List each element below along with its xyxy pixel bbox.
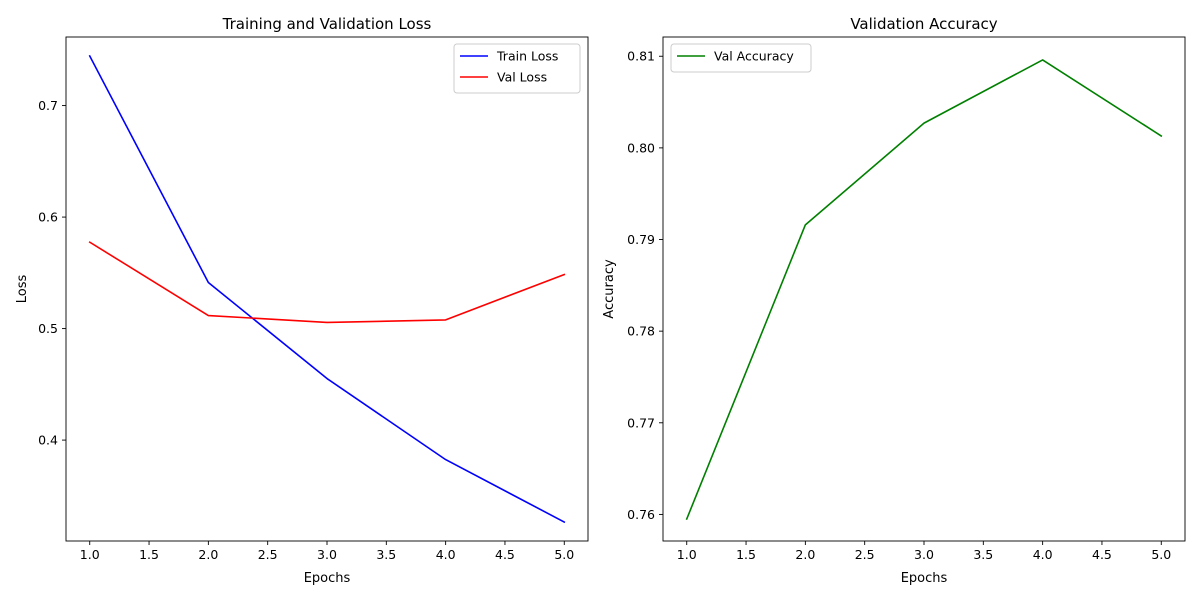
y-tick-label: 0.7 bbox=[38, 98, 58, 113]
chart-panel-2: 1.0 1.5 2.0 2.5 3.0 3.5 4.0 4.5 5.0 0.76 0.77 0.78 0… bbox=[602, 15, 1186, 586]
y-tick-label: 0.77 bbox=[627, 415, 655, 430]
x-tick-label: 2.0 bbox=[198, 547, 218, 562]
axes-frame bbox=[662, 36, 1186, 542]
x-tick-label: 4.0 bbox=[1033, 547, 1053, 562]
x-tick-label: 1.0 bbox=[80, 547, 100, 562]
legend-label: Val Loss bbox=[497, 70, 547, 85]
x-tick-label: 5.0 bbox=[554, 547, 574, 562]
chart-title: Training and Validation Loss bbox=[222, 15, 432, 33]
x-axis-label: Epochs bbox=[304, 571, 351, 586]
chart-panel-1: 1.0 1.5 2.0 2.5 3.0 3.5 4.0 4.5 5.0 0.4 0.5 0.6 0.7 T… bbox=[15, 15, 589, 586]
series-line-train-loss bbox=[88, 54, 566, 524]
chart-title: Validation Accuracy bbox=[850, 15, 997, 33]
x-tick-label: 3.5 bbox=[973, 547, 993, 562]
legend: Val Accuracy bbox=[670, 43, 812, 73]
y-tick-label: 0.76 bbox=[627, 507, 655, 522]
y-tick-label: 0.78 bbox=[627, 324, 655, 339]
x-tick-label: 1.5 bbox=[736, 547, 756, 562]
x-axis-label: Epochs bbox=[901, 571, 948, 586]
x-tick-label: 3.0 bbox=[317, 547, 337, 562]
x-tick-label: 2.0 bbox=[795, 547, 815, 562]
x-tick-label: 3.0 bbox=[914, 547, 934, 562]
legend: Train Loss Val Loss bbox=[453, 43, 581, 94]
y-tick-label: 0.6 bbox=[38, 210, 58, 225]
x-tick-label: 4.5 bbox=[1092, 547, 1112, 562]
x-tick-label: 5.0 bbox=[1151, 547, 1171, 562]
y-tick-label: 0.81 bbox=[627, 49, 655, 64]
legend-box bbox=[670, 43, 812, 73]
legend-label: Val Accuracy bbox=[714, 49, 794, 64]
x-tick-label: 2.5 bbox=[855, 547, 875, 562]
y-axis-label: Loss bbox=[15, 275, 30, 304]
x-tick-label: 4.0 bbox=[436, 547, 456, 562]
x-tick-label: 4.5 bbox=[495, 547, 515, 562]
x-tick-label: 2.5 bbox=[258, 547, 278, 562]
y-tick-label: 0.4 bbox=[38, 433, 58, 448]
x-tick-label: 1.5 bbox=[139, 547, 159, 562]
x-tick-label: 3.5 bbox=[376, 547, 396, 562]
y-tick-label: 0.5 bbox=[38, 321, 58, 336]
legend-label: Train Loss bbox=[496, 49, 558, 64]
y-tick-label: 0.79 bbox=[627, 232, 655, 247]
x-tick-label: 1.0 bbox=[677, 547, 697, 562]
y-tick-label: 0.80 bbox=[627, 140, 655, 155]
series-line-val-accuracy bbox=[685, 59, 1163, 521]
series-line-val-loss bbox=[88, 241, 566, 324]
y-axis-label: Accuracy bbox=[602, 259, 617, 319]
axes-frame bbox=[65, 36, 589, 542]
